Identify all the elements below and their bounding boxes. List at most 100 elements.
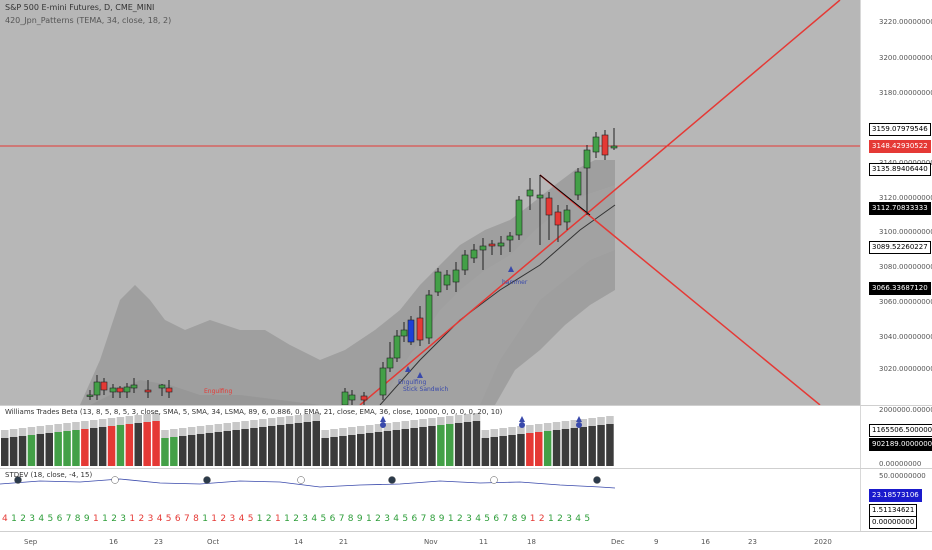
williams-bar-shadow bbox=[205, 425, 214, 433]
williams-bar-shadow bbox=[481, 430, 490, 438]
williams-bar bbox=[107, 426, 116, 466]
candle-body bbox=[360, 395, 368, 401]
sequence-count-label: 1 bbox=[93, 514, 99, 524]
williams-bar bbox=[179, 436, 187, 466]
williams-bar bbox=[143, 422, 151, 466]
stdev-dot bbox=[388, 476, 396, 484]
sequence-count-label: 3 bbox=[302, 514, 308, 524]
williams-bar bbox=[535, 432, 543, 466]
sequence-count-label: 7 bbox=[184, 514, 190, 524]
williams-bar bbox=[36, 434, 45, 466]
sequence-count-label: 1 bbox=[257, 514, 263, 524]
williams-bar-shadow bbox=[490, 429, 498, 437]
williams-bar-shadow bbox=[446, 416, 454, 424]
candle-body bbox=[545, 197, 553, 216]
time-axis-label: Sep bbox=[24, 538, 38, 546]
time-axis-label: 14 bbox=[294, 538, 303, 546]
sequence-count-label: 1 bbox=[211, 514, 217, 524]
candle-body bbox=[497, 242, 505, 247]
williams-bar-shadow bbox=[250, 420, 258, 428]
williams-bar-shadow bbox=[303, 414, 312, 422]
williams-bar-shadow bbox=[214, 424, 223, 432]
time-axis-label: 11 bbox=[479, 538, 488, 546]
price-axis-label: 3060.00000000 bbox=[879, 298, 932, 306]
williams-value-tag: 1165506.50000000 bbox=[869, 424, 932, 437]
williams-bar-shadow bbox=[526, 425, 534, 433]
candle-body bbox=[536, 194, 544, 199]
williams-bar-shadow bbox=[259, 419, 267, 427]
sequence-count-label: 9 bbox=[439, 514, 445, 524]
williams-bar bbox=[312, 421, 320, 466]
pane-divider[interactable] bbox=[0, 468, 932, 469]
williams-pane[interactable]: Williams Trades Beta (13, 8, 5, 8, 5, 3,… bbox=[0, 406, 860, 468]
williams-bar bbox=[463, 422, 472, 466]
williams-signal-dot bbox=[519, 422, 525, 428]
hammer-label: hammer bbox=[502, 279, 528, 286]
williams-bar-shadow bbox=[241, 421, 249, 429]
sequence-count-label: 6 bbox=[493, 514, 499, 524]
price-value-tag: 3148.42930522 bbox=[869, 140, 931, 153]
williams-bar bbox=[27, 435, 36, 466]
sequence-count-label: 9 bbox=[84, 514, 90, 524]
sequence-count-label: 5 bbox=[48, 514, 54, 524]
sequence-count-label: 3 bbox=[466, 514, 472, 524]
williams-bar bbox=[330, 437, 338, 466]
williams-bar bbox=[437, 425, 445, 466]
williams-bar-shadow bbox=[348, 427, 356, 435]
sequence-count-label: 8 bbox=[75, 514, 81, 524]
williams-bar-shadow bbox=[543, 423, 552, 431]
williams-bar bbox=[339, 436, 347, 466]
williams-bar-shadow bbox=[508, 427, 516, 435]
williams-bar-shadow bbox=[170, 429, 178, 437]
sequence-count-label: 5 bbox=[166, 514, 172, 524]
stdev-value-tag: 0.00000000 bbox=[869, 516, 918, 529]
williams-bar-shadow bbox=[232, 422, 240, 430]
williams-bar-shadow bbox=[285, 416, 294, 424]
williams-bar bbox=[365, 433, 374, 466]
williams-bar bbox=[446, 424, 454, 466]
sequence-count-label: 1 bbox=[102, 514, 108, 524]
williams-bar bbox=[303, 422, 312, 466]
sequence-count-label: 8 bbox=[193, 514, 199, 524]
time-axis-label: 18 bbox=[527, 538, 536, 546]
pattern-indicator-legend: 420_Jpn_Patterns (TEMA, 34, close, 18, 2… bbox=[5, 16, 172, 25]
williams-axis[interactable]: 2000000.00000000 0.00000000 bbox=[860, 406, 932, 468]
williams-signal-arrow bbox=[380, 416, 386, 422]
williams-bar bbox=[517, 434, 525, 466]
williams-bar bbox=[472, 421, 481, 466]
pane-divider[interactable] bbox=[0, 405, 932, 406]
candle-body bbox=[379, 367, 387, 396]
candle-body bbox=[86, 394, 94, 397]
time-axis-label: 21 bbox=[339, 538, 348, 546]
price-pane[interactable]: hammer Engulfing Engulfing Stick Sandwich S… bbox=[0, 0, 860, 405]
williams-bar-shadow bbox=[561, 421, 570, 429]
williams-bar bbox=[98, 427, 107, 466]
williams-bar-shadow bbox=[18, 428, 27, 436]
pattern-up-arrow bbox=[405, 366, 411, 372]
time-axis-label: 16 bbox=[701, 538, 710, 546]
candle-body bbox=[165, 387, 173, 393]
sequence-count-label: 2 bbox=[293, 514, 299, 524]
time-axis-label: 23 bbox=[154, 538, 163, 546]
sequence-count-label: 6 bbox=[175, 514, 181, 524]
price-value-tag: 3159.07979546 bbox=[869, 123, 931, 136]
williams-bar bbox=[268, 426, 276, 466]
williams-bar-shadow bbox=[161, 430, 169, 438]
time-axis-label: Nov bbox=[424, 538, 438, 546]
candle-body bbox=[592, 136, 600, 153]
band-midline bbox=[379, 204, 616, 405]
williams-bar-shadow bbox=[437, 417, 445, 425]
williams-bar bbox=[223, 431, 231, 466]
stdev-line bbox=[0, 478, 616, 489]
sequence-count-label: 4 bbox=[2, 514, 8, 524]
williams-bar-shadow bbox=[383, 423, 392, 431]
williams-bar bbox=[9, 437, 18, 466]
candle-body bbox=[109, 387, 117, 393]
williams-bar-shadow bbox=[357, 426, 365, 434]
williams-bar bbox=[276, 425, 285, 466]
williams-bar-shadow bbox=[143, 414, 151, 422]
williams-bar-shadow bbox=[330, 429, 338, 437]
candle-body bbox=[443, 274, 451, 286]
